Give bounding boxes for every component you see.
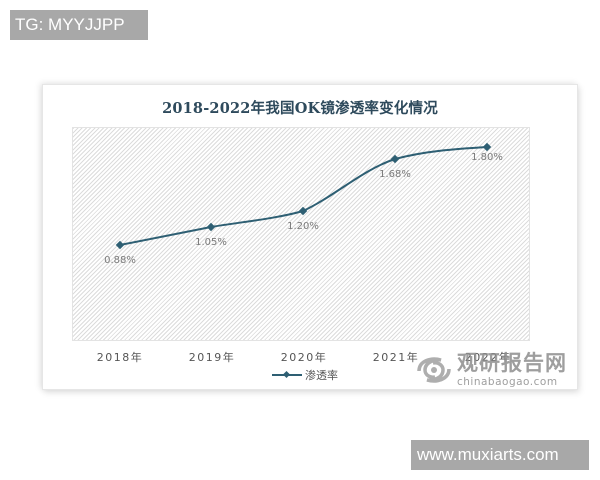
chart-legend: 渗透率 <box>272 367 338 383</box>
swirl-logo-icon <box>417 357 451 383</box>
x-tick-label: 2020年 <box>280 351 328 364</box>
legend-line-marker-icon <box>272 370 302 380</box>
source-watermark: 观研报告网 chinabaogao.com <box>415 348 567 392</box>
watermark-brand: 观研报告网 <box>457 350 567 375</box>
data-point-marker <box>298 206 308 216</box>
data-point-marker <box>390 154 400 164</box>
x-tick-label: 2018年 <box>96 351 144 364</box>
x-tick-label: 2021年 <box>372 351 420 364</box>
watermark-domain: chinabaogao.com <box>457 375 558 388</box>
bottom-watermark-tag: www.muxiarts.com <box>411 440 589 470</box>
chart-title: 2018-2022年我国OK镜渗透率变化情况 <box>162 100 438 117</box>
data-label: 1.05% <box>195 237 227 248</box>
data-label: 1.68% <box>379 169 411 180</box>
data-point-marker <box>206 222 216 232</box>
data-label: 1.20% <box>287 221 319 232</box>
x-tick-label: 2019年 <box>188 351 236 364</box>
data-point-marker <box>115 240 125 250</box>
data-label: 0.88% <box>104 255 136 266</box>
top-watermark-tag: TG: MYYJJPP <box>10 10 148 40</box>
data-point-marker <box>482 142 492 152</box>
data-label: 1.80% <box>471 152 503 163</box>
plot-area <box>72 127 530 341</box>
legend-label: 渗透率 <box>305 369 338 382</box>
x-tick-label: 2022年 <box>464 351 512 364</box>
